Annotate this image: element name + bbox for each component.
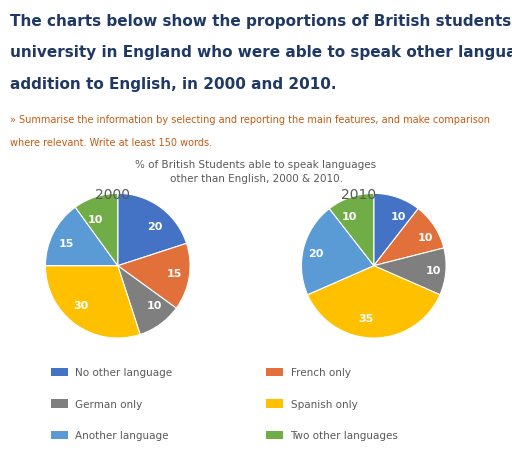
Text: % of British Students able to speak languages
other than English, 2000 & 2010.: % of British Students able to speak lang…: [136, 160, 376, 184]
Wedge shape: [329, 194, 374, 266]
Wedge shape: [308, 266, 440, 338]
Wedge shape: [118, 244, 190, 308]
Wedge shape: [374, 249, 446, 295]
Text: Two other languages: Two other languages: [290, 430, 398, 440]
Wedge shape: [46, 208, 118, 266]
Text: university in England who were able to speak other languages in: university in England who were able to s…: [10, 45, 512, 60]
Text: 15: 15: [166, 269, 182, 279]
Text: 10: 10: [87, 214, 102, 225]
Text: Another language: Another language: [75, 430, 169, 440]
Text: 35: 35: [358, 313, 374, 323]
Text: » Summarise the information by selecting and reporting the main features, and ma: » Summarise the information by selecting…: [10, 115, 490, 125]
Wedge shape: [374, 209, 444, 266]
Wedge shape: [302, 209, 374, 295]
Text: 10: 10: [342, 212, 357, 222]
Wedge shape: [75, 194, 118, 266]
Text: 20: 20: [146, 221, 162, 231]
Wedge shape: [46, 266, 140, 338]
Text: addition to English, in 2000 and 2010.: addition to English, in 2000 and 2010.: [10, 77, 337, 92]
Text: French only: French only: [290, 367, 351, 377]
Text: No other language: No other language: [75, 367, 173, 377]
Text: 2010: 2010: [341, 187, 376, 201]
Text: German only: German only: [75, 399, 143, 409]
Text: 10: 10: [391, 212, 406, 222]
Wedge shape: [118, 266, 176, 335]
Text: 2000: 2000: [95, 187, 130, 201]
Text: 30: 30: [74, 301, 89, 311]
Text: Spanish only: Spanish only: [290, 399, 357, 409]
Wedge shape: [374, 194, 418, 266]
Text: 10: 10: [425, 265, 441, 276]
Text: 10: 10: [146, 301, 162, 311]
Text: The charts below show the proportions of British students at one: The charts below show the proportions of…: [10, 14, 512, 28]
Wedge shape: [118, 194, 186, 266]
Text: 15: 15: [58, 239, 74, 249]
Text: 20: 20: [308, 249, 323, 258]
Text: where relevant. Write at least 150 words.: where relevant. Write at least 150 words…: [10, 138, 212, 147]
Text: 10: 10: [417, 233, 433, 243]
